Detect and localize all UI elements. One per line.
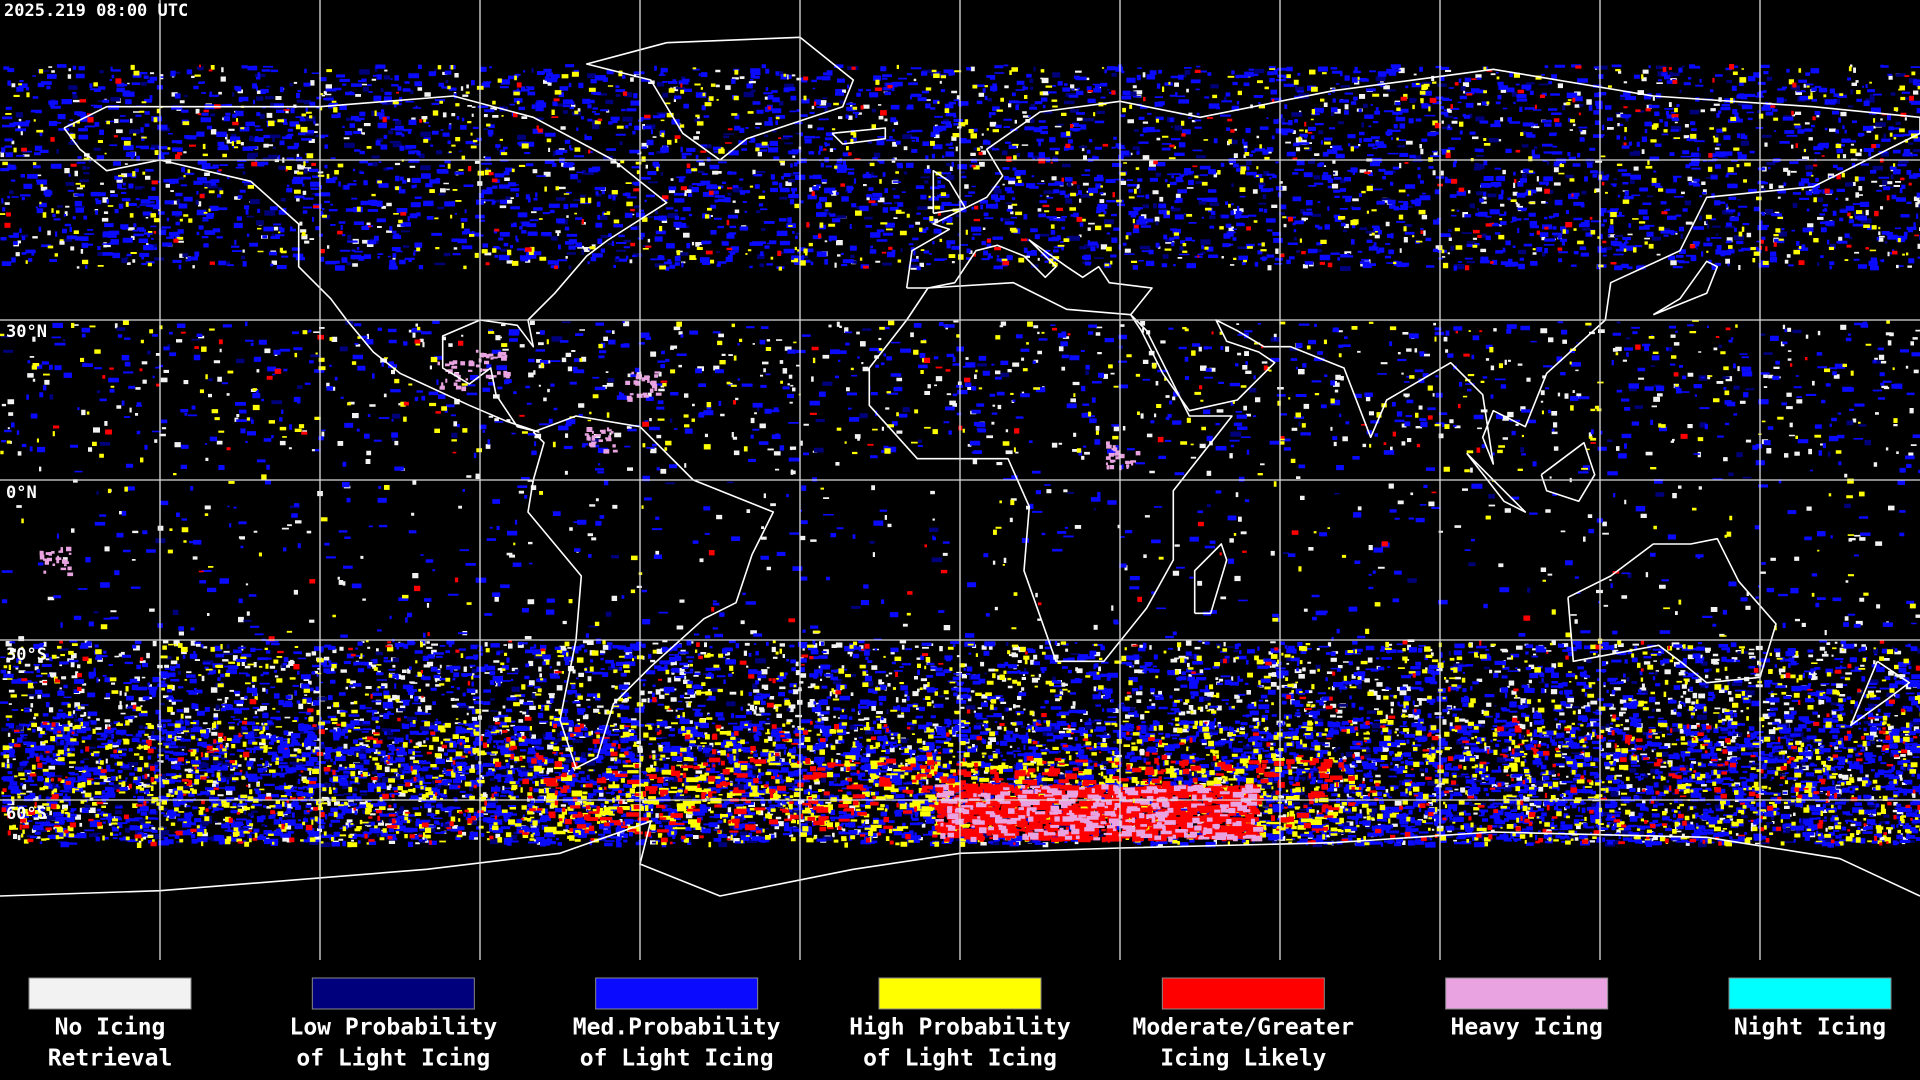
- coastline: [831, 127, 887, 145]
- legend-swatch: [1728, 977, 1892, 1010]
- coastline: [1540, 441, 1596, 503]
- legend-label: Icing Likely: [1160, 1046, 1326, 1072]
- legend-label: Moderate/Greater: [1133, 1015, 1355, 1041]
- legend-label: No Icing: [55, 1015, 166, 1041]
- legend-label: Night Icing: [1734, 1015, 1886, 1041]
- coastline: [585, 36, 855, 161]
- timestamp: 2025.219 08:00 UTC: [4, 1, 188, 21]
- legend-label: Heavy Icing: [1451, 1015, 1603, 1041]
- legend-swatch: [595, 977, 759, 1010]
- legend-label: Low Probability: [289, 1015, 497, 1041]
- coastline: [1466, 452, 1527, 513]
- legend-label: of Light Icing: [863, 1046, 1057, 1072]
- coastline: [1567, 537, 1777, 684]
- legend-swatch: [28, 977, 192, 1010]
- coastline: [0, 820, 1920, 897]
- coastline: [1849, 660, 1911, 727]
- legend-label: Med.Probability: [573, 1015, 781, 1041]
- coastline: [932, 169, 967, 215]
- coastline: [63, 95, 668, 433]
- legend: No Icing Retrieval Low Probability of Light…: [28, 977, 1892, 1072]
- coastline: [868, 281, 1233, 663]
- latitude-label: 60°S: [6, 804, 47, 824]
- legend-swatch: [878, 977, 1042, 1010]
- legend-label: High Probability: [849, 1015, 1071, 1041]
- coastline: [905, 68, 1920, 465]
- legend-swatch: [311, 977, 475, 1010]
- coastline: [1193, 543, 1228, 615]
- latitude-label: 30°S: [6, 645, 47, 665]
- graticule: [0, 0, 1920, 960]
- legend-label: of Light Icing: [580, 1046, 774, 1072]
- legend-label: Retrieval: [48, 1046, 173, 1072]
- legend-swatch: [1445, 977, 1609, 1010]
- latitude-label: 0°N: [6, 483, 37, 503]
- legend-label: of Light Icing: [296, 1046, 490, 1072]
- icing-pixels: [0, 65, 1920, 848]
- legend-swatch: [1161, 977, 1325, 1010]
- latitude-label: 30°N: [6, 322, 47, 342]
- coastline: [1652, 260, 1719, 316]
